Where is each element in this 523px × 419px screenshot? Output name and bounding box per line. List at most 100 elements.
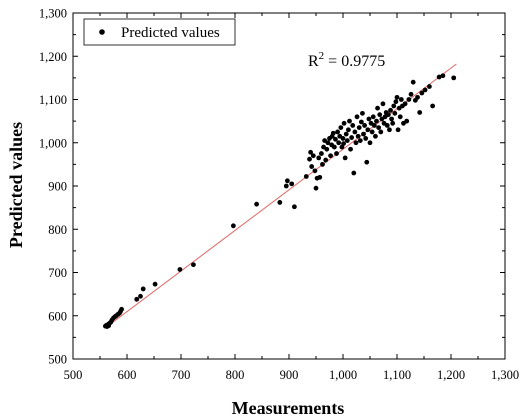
data-point (380, 101, 386, 107)
data-point (440, 73, 446, 79)
data-point (277, 200, 283, 205)
data-point (395, 127, 401, 133)
data-point (323, 157, 329, 163)
data-point (342, 155, 348, 161)
x-tick-label: 1,300 (491, 368, 519, 382)
data-point (385, 112, 391, 118)
data-point (140, 286, 146, 292)
data-point (427, 84, 432, 89)
legend-label: Predicted values (121, 25, 220, 41)
r-squared-superscript: 2 (319, 50, 325, 62)
data-point (419, 90, 425, 96)
data-point (408, 91, 414, 97)
r-squared-value: = 0.9775 (324, 53, 385, 70)
r-squared-annotation: R2 = 0.9775 (308, 50, 385, 70)
x-tick-label: 500 (64, 368, 83, 382)
data-point (436, 74, 442, 80)
data-point (402, 101, 408, 107)
data-point (422, 87, 428, 93)
y-tick-label: 500 (48, 353, 67, 367)
data-point (341, 120, 347, 126)
data-point (346, 127, 351, 133)
x-tick-label: 800 (226, 368, 245, 382)
r-squared-base: R (308, 53, 319, 70)
x-tick-label: 1,200 (437, 368, 465, 382)
data-point (391, 103, 397, 109)
x-tick-label: 600 (118, 368, 137, 382)
data-point (363, 136, 369, 141)
tick-labels: 500 600 700 800 900 1,000 1,100 1,200 1,300 500 60… (39, 7, 519, 383)
data-point (353, 140, 359, 146)
data-point (398, 97, 404, 102)
y-tick-label: 900 (48, 180, 67, 194)
data-point (289, 181, 295, 187)
data-point (351, 170, 357, 176)
data-point (394, 94, 400, 100)
data-point (374, 118, 379, 124)
data-point (230, 223, 236, 229)
data-point (366, 116, 372, 122)
y-tick-label: 1,200 (39, 50, 67, 64)
data-point (335, 129, 340, 135)
data-point (349, 135, 355, 140)
data-point (134, 296, 140, 302)
data-point (333, 136, 338, 142)
data-point (331, 144, 337, 150)
data-point (308, 149, 313, 155)
x-tick-label: 900 (280, 368, 299, 382)
data-point (320, 161, 325, 167)
data-point (307, 156, 312, 162)
data-point (365, 127, 371, 133)
data-point (330, 130, 336, 136)
x-tick-label: 1,000 (329, 368, 357, 382)
data-point (354, 114, 360, 120)
data-point (138, 293, 143, 299)
data-point (362, 123, 367, 128)
data-point (415, 94, 420, 100)
plot-frame (72, 12, 506, 360)
y-tick-label: 800 (48, 223, 67, 237)
data-point (119, 306, 124, 312)
y-tick-label: 700 (48, 266, 67, 280)
data-point (292, 204, 297, 210)
data-point (375, 105, 380, 111)
data-point (377, 112, 383, 118)
legend-box (83, 18, 236, 46)
x-tick-label: 700 (172, 368, 191, 382)
y-tick-label: 600 (48, 309, 67, 323)
data-point (350, 123, 356, 128)
data-point (341, 141, 346, 147)
data-point (397, 114, 403, 120)
data-point (364, 159, 370, 165)
data-point (316, 155, 322, 161)
x-tick-label: 1,100 (383, 368, 411, 382)
data-point (254, 201, 259, 207)
data-point (317, 174, 323, 180)
data-point (336, 140, 342, 146)
data-point (319, 151, 324, 156)
data-point (406, 97, 412, 102)
data-point (284, 178, 290, 184)
y-tick-label: 1,300 (39, 7, 67, 21)
data-point (361, 131, 366, 137)
data-point (393, 99, 399, 105)
data-point (328, 153, 333, 159)
data-point (376, 125, 382, 131)
data-point (369, 129, 375, 135)
y-axis-title: Predicted values (6, 122, 26, 248)
legend: Predicted values (83, 18, 236, 46)
data-point (355, 133, 361, 139)
data-point (356, 125, 362, 131)
data-point (343, 131, 349, 137)
data-point (340, 136, 346, 141)
data-point (352, 129, 358, 135)
data-point (303, 174, 309, 179)
data-point (384, 123, 390, 128)
data-point (358, 119, 364, 125)
data-point (309, 164, 315, 169)
legend-marker (99, 29, 105, 35)
data-point (390, 120, 396, 126)
data-point (387, 127, 392, 133)
data-point (451, 75, 457, 81)
